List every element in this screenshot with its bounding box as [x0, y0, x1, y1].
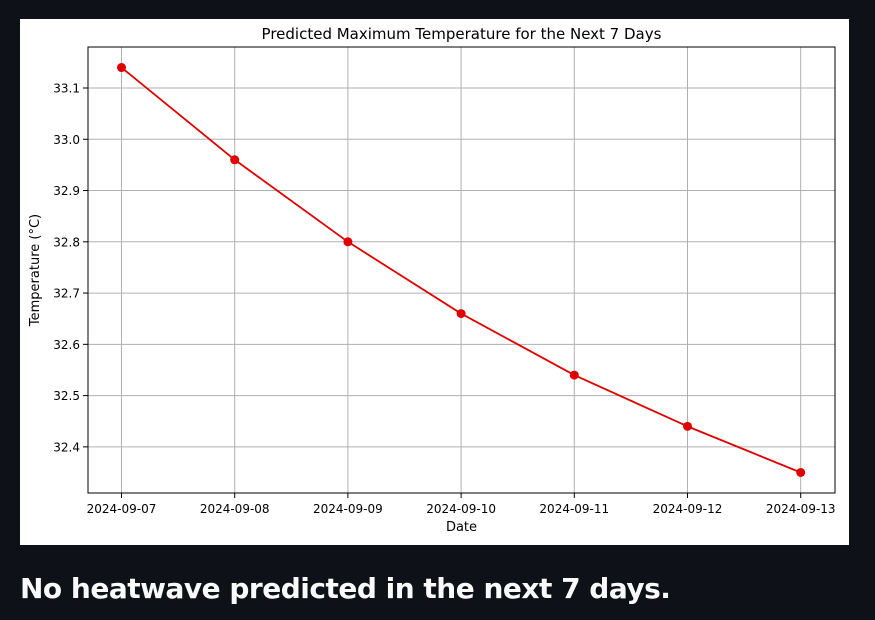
- y-tick-label: 32.5: [53, 389, 80, 403]
- x-tick-label: 2024-09-11: [539, 502, 609, 516]
- temperature-line-chart: 2024-09-07 2024-09-08 2024-09-09 2024-09-10…: [28, 25, 836, 535]
- y-tick-label: 32.9: [53, 184, 80, 198]
- y-tick-label: 32.7: [53, 287, 80, 301]
- heatwave-status-message: No heatwave predicted in the next 7 days…: [20, 572, 671, 605]
- y-tick-label: 33.1: [53, 82, 80, 96]
- data-point: [117, 63, 126, 73]
- x-tick-label: 2024-09-08: [200, 502, 270, 516]
- x-tick-label: 2024-09-13: [766, 502, 836, 516]
- chart-title: Predicted Maximum Temperature for the Ne…: [262, 25, 662, 43]
- x-tick-label: 2024-09-12: [653, 502, 723, 516]
- y-tick-label: 32.8: [53, 235, 80, 249]
- y-tick-label: 33.0: [53, 133, 80, 147]
- data-point: [683, 421, 692, 431]
- y-tick-label: 32.6: [53, 338, 80, 352]
- tick-layer: 2024-09-07 2024-09-08 2024-09-09 2024-09-10…: [53, 82, 835, 516]
- chart-panel: 2024-09-07 2024-09-08 2024-09-09 2024-09-10…: [20, 19, 849, 545]
- data-point: [569, 370, 579, 380]
- data-point: [230, 155, 240, 165]
- plot-frame: [87, 46, 836, 494]
- x-tick-label: 2024-09-10: [426, 502, 496, 516]
- grid-layer: [88, 47, 835, 493]
- y-tick-label: 32.4: [53, 440, 80, 454]
- y-axis-label: Temperature (°C): [28, 214, 43, 327]
- data-point: [456, 309, 466, 319]
- data-point: [343, 237, 353, 247]
- data-point: [796, 467, 806, 477]
- series-layer: [117, 63, 806, 477]
- x-axis-label: Date: [446, 520, 477, 535]
- x-tick-label: 2024-09-07: [87, 502, 157, 516]
- x-tick-label: 2024-09-09: [313, 502, 383, 516]
